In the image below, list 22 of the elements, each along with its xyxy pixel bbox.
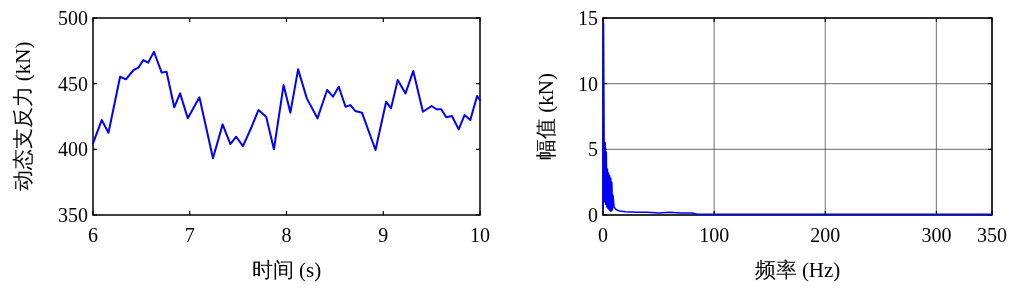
y-tick-label: 450 <box>58 72 88 95</box>
y-tick-label: 0 <box>588 204 598 226</box>
x-axis-title: 时间 (s) <box>251 258 322 282</box>
y-tick-label: 400 <box>58 138 88 161</box>
x-tick-label: 9 <box>378 224 389 246</box>
y-axis-title: 动态支反力 (kN) <box>11 41 35 192</box>
x-tick-label: 8 <box>281 224 292 246</box>
y-tick-label: 350 <box>58 204 88 226</box>
y-tick-label: 5 <box>588 138 598 161</box>
x-tick-label: 10 <box>470 224 490 246</box>
x-tick-label: 100 <box>699 224 730 246</box>
x-axis-title: 频率 (Hz) <box>754 258 841 282</box>
y-tick-label: 10 <box>578 72 598 95</box>
line-series <box>92 50 481 160</box>
x-tick-label: 6 <box>88 224 98 246</box>
y-axis-title: 幅值 (kN) <box>534 73 558 160</box>
x-tick-label: 200 <box>810 224 841 246</box>
x-tick-label: 300 <box>921 224 952 246</box>
y-tick-label: 15 <box>578 7 598 29</box>
x-tick-label: 7 <box>184 224 195 246</box>
y-tick-label: 500 <box>58 7 88 29</box>
x-tick-label: 350 <box>977 224 1007 246</box>
